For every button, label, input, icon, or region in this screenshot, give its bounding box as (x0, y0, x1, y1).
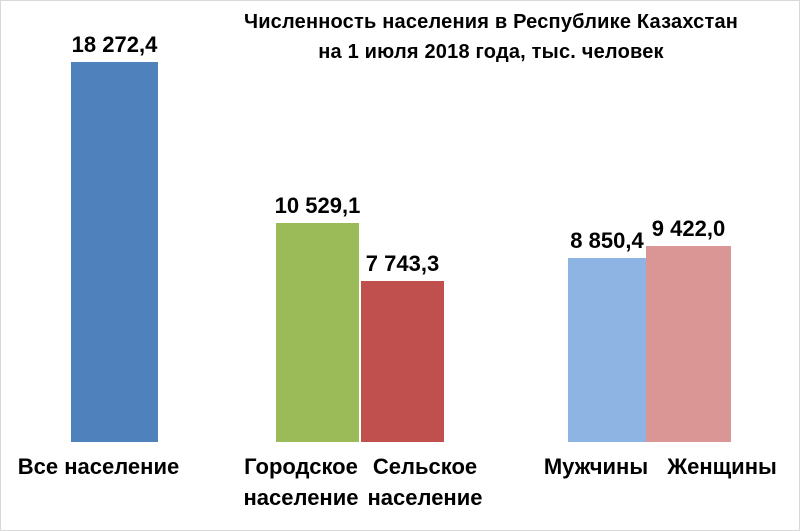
chart-title-line1: Численность населения в Республике Казах… (243, 11, 739, 33)
bar-value-label-total: 18 272,4 (71, 32, 158, 57)
bar-rural-population: 7 743,3 (361, 251, 444, 442)
bar-men: 8 850,4 (568, 228, 646, 442)
chart-title: Численность населения в Республике Казах… (201, 7, 781, 67)
bar-value-label-women: 9 422,0 (651, 216, 726, 241)
bar-value-label-men: 8 850,4 (570, 228, 644, 253)
bar-total-population: 18 272,4 (71, 32, 158, 442)
bar-urban-population: 10 529,1 (275, 193, 360, 442)
chart-title-line2: на 1 июля 2018 года, тыс. человек (318, 41, 664, 63)
category-label-women: Женщины (667, 454, 777, 479)
bar-value-label-rural: 7 743,3 (365, 251, 440, 276)
category-label-rural: Сельское население (367, 454, 483, 510)
category-label-urban: Городское население (243, 454, 359, 510)
bar-women: 9 422,0 (646, 216, 731, 442)
category-label-men: Мужчины (543, 454, 649, 479)
bar-value-label-urban: 10 529,1 (274, 193, 361, 218)
category-label-total: Все население (17, 454, 180, 479)
